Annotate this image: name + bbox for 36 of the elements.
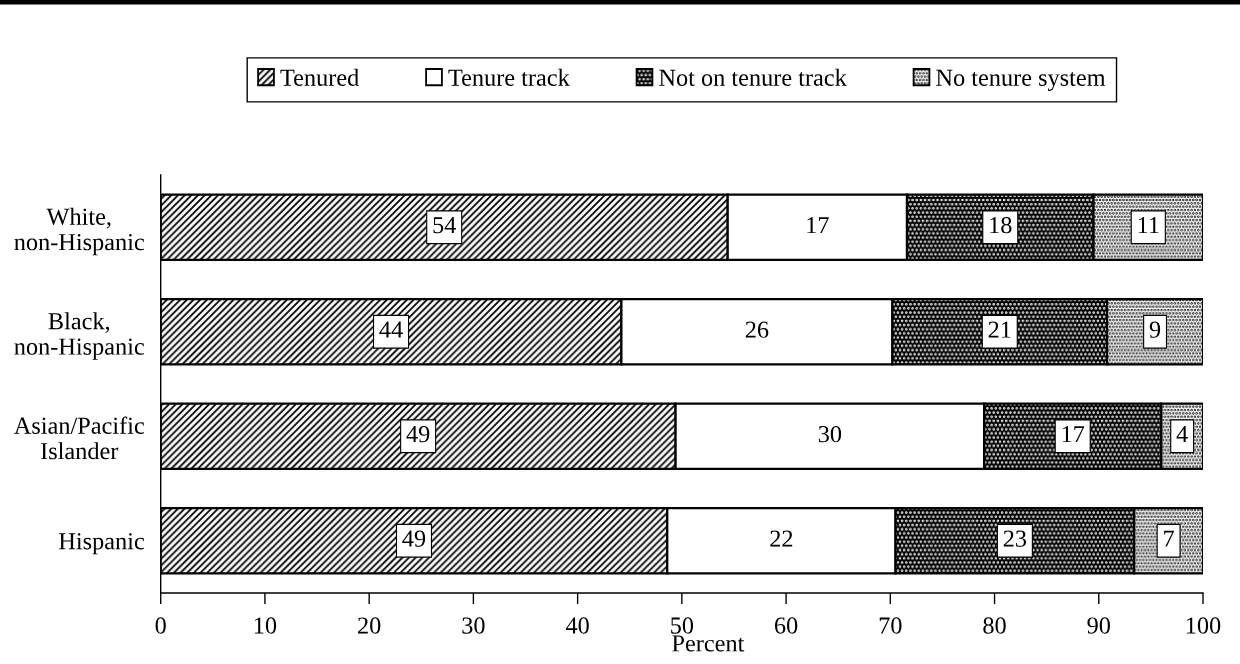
- legend-label: Tenure track: [448, 68, 570, 86]
- x-tick-label: 30: [462, 617, 485, 634]
- data-label: 7: [1164, 530, 1174, 547]
- data-label: 17: [807, 217, 829, 234]
- x-tick-label: 70: [879, 617, 902, 634]
- x-tick-label: 100: [1186, 617, 1221, 634]
- x-tick-label: 40: [565, 617, 589, 634]
- data-label: 54: [433, 217, 456, 234]
- data-label: 11: [1138, 217, 1159, 234]
- x-tick-label: 90: [1087, 617, 1110, 634]
- data-label: 23: [1003, 530, 1027, 547]
- data-label: 4: [1176, 426, 1188, 443]
- y-tick-label: White, non-Hispanic: [14, 207, 144, 256]
- data-label: 49: [406, 426, 430, 443]
- x-axis-title: Percent: [672, 635, 745, 652]
- x-tick-label: 60: [774, 617, 798, 634]
- data-label: 22: [770, 530, 793, 547]
- x-tick-label: 10: [254, 617, 277, 634]
- legend-label: Not on tenure track: [659, 68, 847, 86]
- y-tick-label: Black, non-Hispanic: [14, 312, 144, 360]
- data-label: 18: [990, 216, 1012, 234]
- legend-label: Tenured: [280, 68, 359, 86]
- data-label: 21: [988, 321, 1011, 338]
- y-tick-label: Asian/Pacific Islander: [14, 416, 144, 460]
- x-tick-label: 80: [983, 617, 1006, 634]
- x-tick-label: 20: [358, 617, 381, 634]
- data-label: 44: [379, 321, 403, 338]
- data-label: 49: [402, 530, 426, 547]
- x-tick-label: 0: [155, 617, 166, 634]
- legend-label: No tenure system: [936, 69, 1106, 91]
- data-label: 17: [1062, 426, 1085, 443]
- data-label: 30: [818, 425, 842, 443]
- data-label: 26: [745, 321, 769, 338]
- x-tick-label: 50: [671, 617, 694, 634]
- y-tick-label: Hispanic: [59, 533, 144, 555]
- data-label: 9: [1149, 321, 1161, 338]
